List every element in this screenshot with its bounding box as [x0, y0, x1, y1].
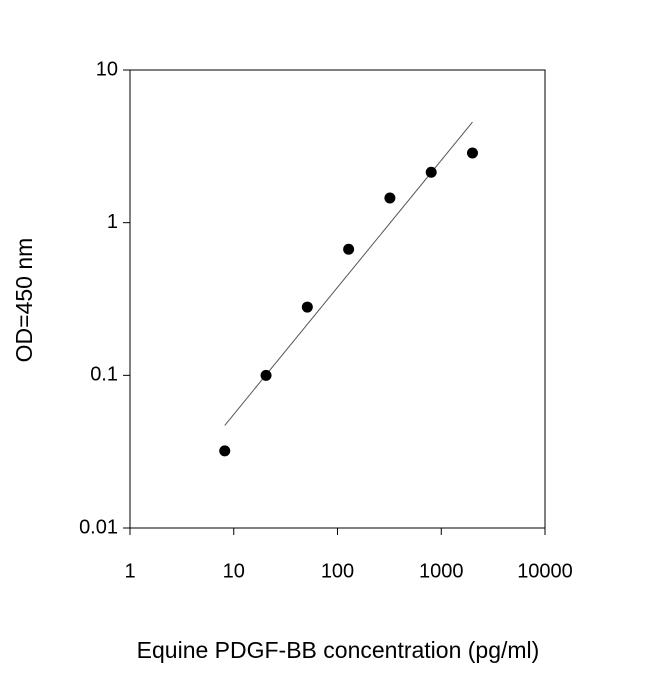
x-tick-label: 1000: [419, 560, 464, 582]
y-tick-label: 1: [107, 211, 118, 233]
y-tick-label: 0.1: [90, 364, 118, 386]
x-tick-label: 1: [124, 560, 135, 582]
data-point: [425, 166, 437, 178]
data-point: [384, 192, 396, 204]
plot-frame: [129, 69, 546, 529]
data-point: [219, 445, 231, 457]
data-point: [260, 369, 272, 381]
x-tick-label: 100: [321, 560, 354, 582]
x-tick-label: 10: [223, 560, 245, 582]
y-tick-label: 10: [96, 58, 118, 80]
data-point: [466, 147, 478, 159]
x-axis-label: Equine PDGF-BB concentration (pg/ml): [137, 637, 540, 663]
data-point: [343, 243, 355, 255]
y-tick-label: 0.01: [79, 516, 118, 538]
x-tick-label: 10000: [517, 560, 573, 582]
data-point: [301, 301, 313, 313]
fit-line: [224, 121, 473, 426]
y-axis-label: OD=450 nm: [11, 238, 37, 363]
